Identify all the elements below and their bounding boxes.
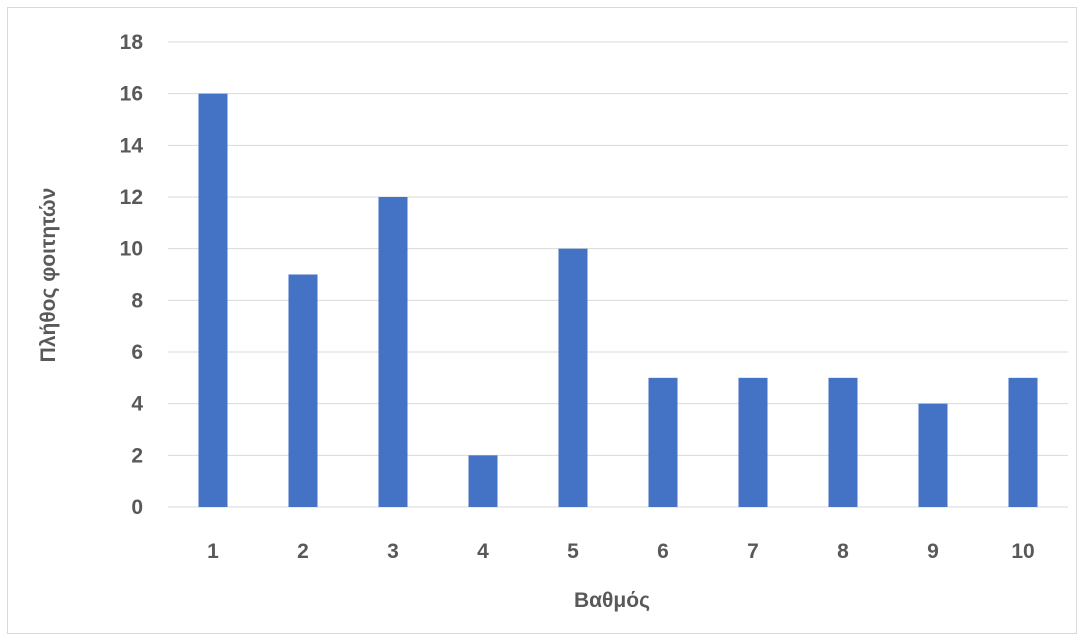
bar-6: [648, 377, 678, 507]
bar-4: [468, 455, 498, 507]
gridlines: [168, 41, 1068, 508]
x-tick-label: 6: [657, 540, 669, 563]
x-tick-label: 3: [387, 540, 399, 563]
chart-frame: [7, 7, 1077, 634]
y-tick-label: 0: [131, 496, 143, 519]
y-tick-label: 8: [131, 289, 143, 312]
bar-3: [378, 197, 408, 507]
bar-7: [738, 377, 768, 507]
y-tick-label: 18: [120, 31, 144, 54]
y-tick-label: 10: [120, 238, 143, 261]
bars: [198, 93, 1038, 508]
x-tick-label: 5: [567, 540, 579, 563]
x-tick-label: 7: [747, 540, 759, 563]
x-tick-label: 8: [837, 540, 849, 563]
x-axis-title: Βαθμός: [574, 589, 650, 612]
bar-10: [1008, 377, 1038, 507]
y-axis-ticks: 0 2 4 6 8 10 12 14 16 18: [120, 31, 144, 519]
x-tick-label: 4: [477, 540, 489, 563]
bar-8: [828, 377, 858, 507]
bar-1: [198, 93, 228, 508]
y-axis-title: Πλήθος φοιτητών: [37, 188, 60, 363]
y-tick-label: 16: [120, 83, 143, 106]
bar-9: [918, 403, 948, 507]
x-tick-label: 10: [1011, 540, 1034, 563]
y-tick-label: 14: [120, 134, 144, 157]
y-tick-label: 6: [131, 341, 143, 364]
x-tick-label: 9: [927, 540, 939, 563]
bar-2: [288, 274, 318, 507]
bar-5: [558, 248, 588, 507]
x-tick-label: 1: [207, 540, 219, 563]
y-tick-label: 4: [131, 393, 143, 416]
x-axis-ticks: 1 2 3 4 5 6 7 8 9 10: [207, 540, 1035, 563]
x-tick-label: 2: [297, 540, 309, 563]
y-tick-label: 12: [120, 186, 143, 209]
y-tick-label: 2: [131, 444, 143, 467]
